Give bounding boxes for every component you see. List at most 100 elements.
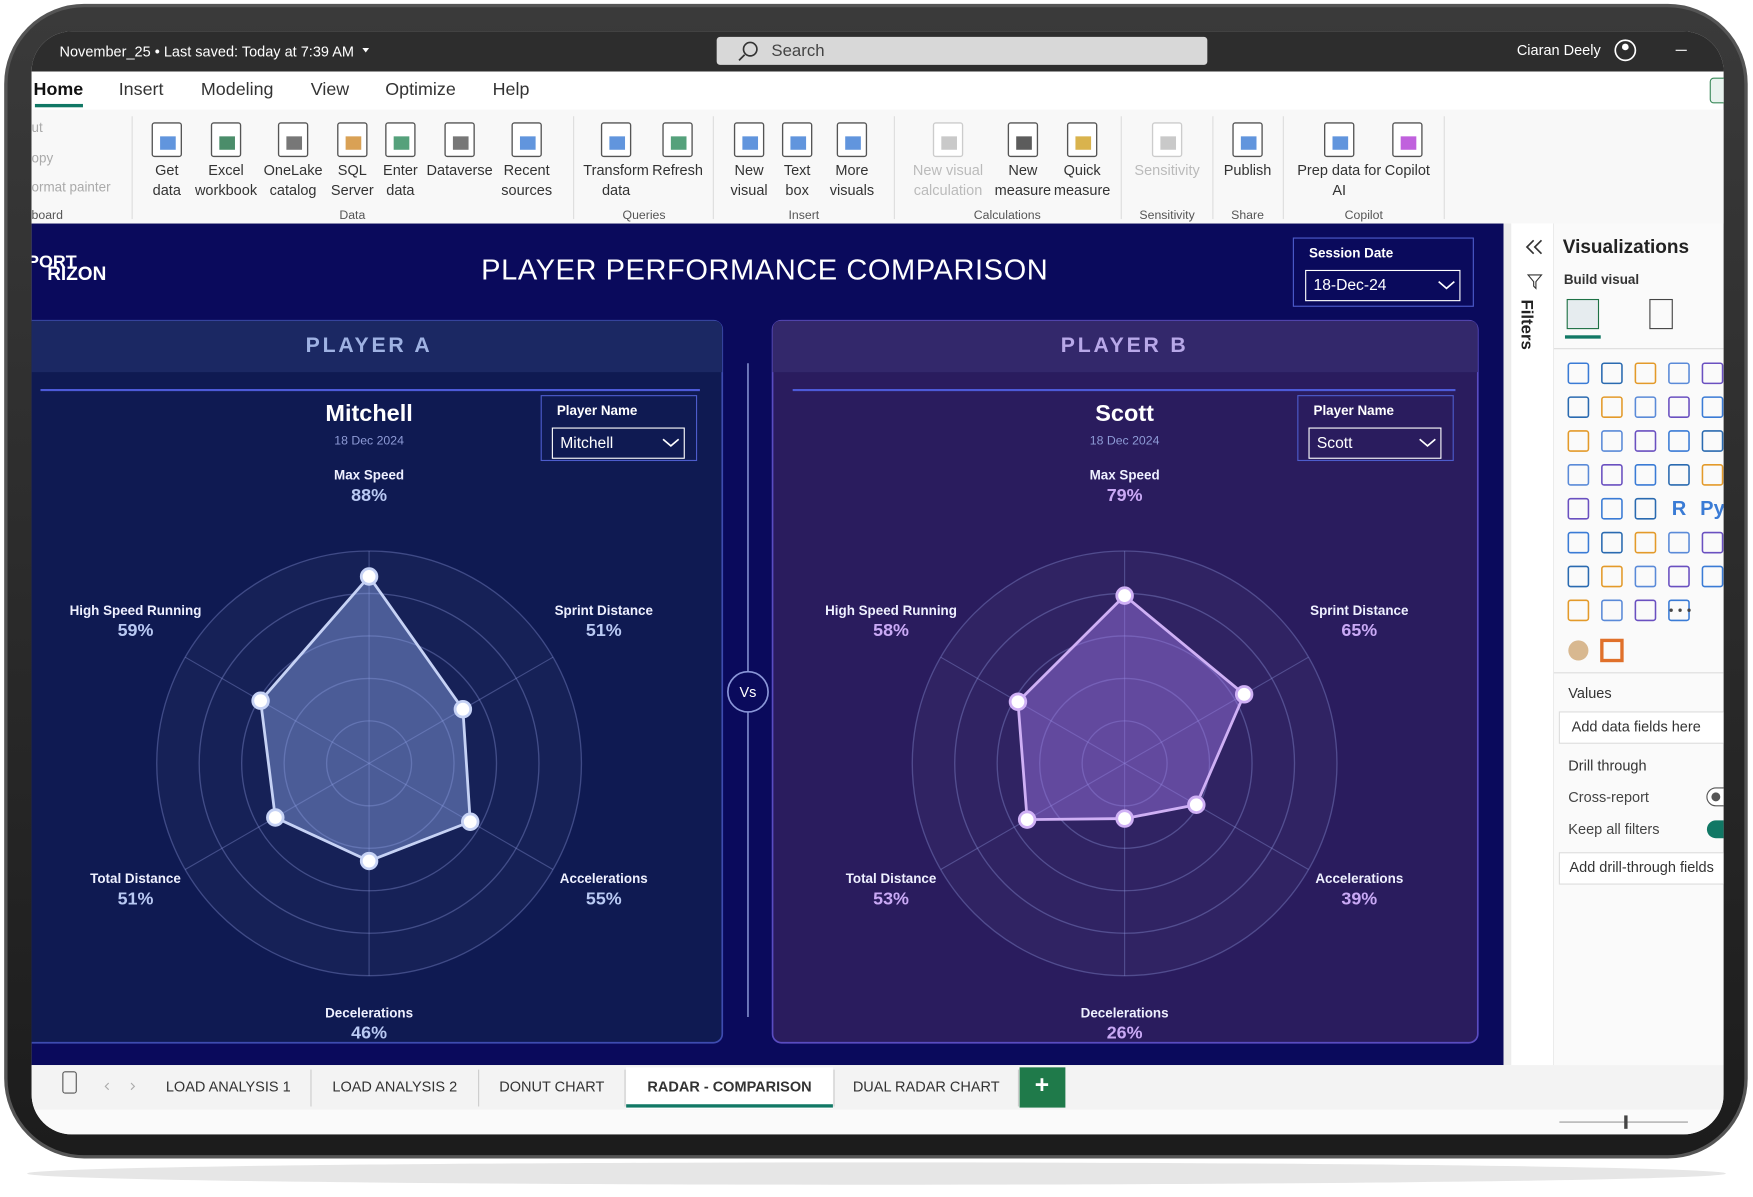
ribbon-button-label[interactable]: sources <box>501 183 552 199</box>
visual-type-icon[interactable] <box>1701 464 1724 486</box>
clipboard-item[interactable]: ut <box>32 120 43 135</box>
visual-type-icon[interactable] <box>1634 497 1657 520</box>
ribbon-button-label[interactable]: New <box>1008 163 1038 179</box>
visual-type-icon[interactable] <box>1600 638 1624 663</box>
ribbon-button-label[interactable]: AI <box>1332 183 1346 199</box>
ribbon-tab[interactable]: Help <box>493 79 530 99</box>
ribbon-button-label[interactable]: calculation <box>914 183 983 199</box>
visual-type-icon[interactable] <box>1668 430 1690 452</box>
ribbon-button-label[interactable]: Copilot <box>1385 163 1430 179</box>
page-tab[interactable] <box>479 1067 624 1109</box>
field-well[interactable] <box>1558 852 1727 885</box>
ribbon-button-label[interactable]: SQL <box>338 163 367 179</box>
visual-type-icon[interactable] <box>1568 640 1589 661</box>
filters-strip[interactable] <box>1511 223 1554 1066</box>
ribbon-button-label[interactable]: Publish <box>1224 163 1272 179</box>
toggle[interactable] <box>1706 787 1741 807</box>
visual-type-icon[interactable] <box>1567 464 1590 486</box>
visual-type-icon[interactable]: R <box>1672 498 1687 520</box>
build-icon[interactable] <box>1566 298 1600 330</box>
visual-type-icon[interactable] <box>1634 565 1657 588</box>
ribbon-button-label[interactable]: measure <box>1054 183 1110 199</box>
visual-type-icon[interactable] <box>1601 531 1623 554</box>
ribbon-button-label[interactable]: workbook <box>194 183 258 199</box>
ribbon-button-label[interactable]: Text <box>784 163 811 179</box>
visual-type-icon[interactable] <box>1634 396 1657 418</box>
visual-type-icon[interactable] <box>1567 430 1590 452</box>
ribbon-button-label[interactable]: data <box>602 183 631 199</box>
filters-label[interactable]: Filters <box>1517 300 1536 350</box>
visual-type-icon[interactable] <box>1601 599 1623 622</box>
visual-type-icon[interactable] <box>1634 531 1657 554</box>
visual-type-icon[interactable] <box>1634 430 1657 452</box>
add-page-button[interactable] <box>1019 1067 1066 1108</box>
visual-type-icon[interactable] <box>1601 497 1623 520</box>
player-slicer[interactable] <box>1297 395 1454 462</box>
clipboard-item[interactable]: ormat painter <box>32 179 112 194</box>
page-tab-label[interactable]: DONUT CHART <box>499 1079 604 1095</box>
ribbon-button-label[interactable]: visuals <box>830 183 874 199</box>
visual-type-icon[interactable] <box>1567 497 1590 520</box>
visual-type-icon[interactable] <box>1567 362 1590 385</box>
page-tab-label[interactable]: LOAD ANALYSIS 1 <box>166 1079 291 1095</box>
ribbon-button-label[interactable]: data <box>153 183 182 199</box>
visual-type-icon[interactable] <box>1634 362 1657 385</box>
clipboard-item[interactable]: opy <box>32 150 54 165</box>
page-tab[interactable] <box>146 1067 310 1109</box>
mobile-layout-icon[interactable] <box>62 1071 77 1094</box>
ribbon-tab[interactable]: Home <box>34 79 84 99</box>
ribbon-tab[interactable]: Optimize <box>385 79 456 99</box>
visual-type-icon[interactable] <box>1668 464 1690 486</box>
search-placeholder[interactable]: Search <box>771 41 824 60</box>
visual-type-icon[interactable] <box>1668 362 1690 385</box>
visual-type-icon[interactable] <box>1601 396 1623 418</box>
ribbon-button-label[interactable]: More <box>835 163 868 179</box>
visual-type-icon[interactable] <box>1701 362 1724 385</box>
ribbon-button-label[interactable]: Server <box>331 183 374 199</box>
visual-type-icon[interactable] <box>1567 599 1590 622</box>
collapse-icon[interactable] <box>1525 239 1543 255</box>
page-tab[interactable] <box>835 1067 1018 1109</box>
visual-type-icon[interactable] <box>1601 362 1623 385</box>
search-box[interactable] <box>716 36 1208 65</box>
visual-type-icon[interactable] <box>1701 430 1724 452</box>
visual-type-icon[interactable] <box>1601 430 1623 452</box>
visual-type-icon[interactable] <box>1601 565 1623 588</box>
session-slicer[interactable] <box>1292 237 1474 307</box>
visual-type-icon[interactable] <box>1601 464 1623 486</box>
player-slicer[interactable] <box>540 395 698 462</box>
visual-type-icon[interactable] <box>1668 565 1690 588</box>
page-tab-label[interactable]: RADAR - COMPARISON <box>647 1079 811 1095</box>
ribbon-button-label[interactable]: Enter <box>383 163 418 179</box>
ribbon-button-label[interactable]: Transform <box>583 163 649 179</box>
ribbon-button-label[interactable]: OneLake <box>264 163 323 179</box>
ribbon-tab[interactable]: Insert <box>119 79 164 99</box>
ribbon-button-label[interactable]: New <box>735 163 765 179</box>
slicer-dropdown[interactable] <box>1305 269 1461 302</box>
visual-type-icon[interactable] <box>1634 599 1657 622</box>
visual-type-icon[interactable] <box>1634 464 1657 486</box>
visual-type-icon[interactable] <box>1701 531 1724 554</box>
ribbon-button-label[interactable]: Quick <box>1064 163 1102 179</box>
page-tab[interactable] <box>312 1067 478 1109</box>
visual-type-icon[interactable] <box>1668 531 1690 554</box>
ribbon-tab[interactable]: View <box>311 79 350 99</box>
visual-type-icon[interactable] <box>1567 396 1590 418</box>
ribbon-button-label[interactable]: Sensitivity <box>1134 163 1200 179</box>
page-tab-label[interactable]: LOAD ANALYSIS 2 <box>332 1079 457 1095</box>
ribbon-button-label[interactable]: visual <box>731 183 768 199</box>
visual-type-icon[interactable] <box>1567 531 1590 554</box>
slicer-dropdown[interactable] <box>1308 427 1442 459</box>
slicer-dropdown[interactable] <box>551 427 685 459</box>
ribbon-button-label[interactable]: data <box>386 183 415 199</box>
visual-type-icon[interactable] <box>1701 565 1724 588</box>
ribbon-button-label[interactable]: Dataverse <box>427 163 493 179</box>
add-page-label[interactable]: + <box>1035 1072 1049 1099</box>
page-tab-label[interactable]: DUAL RADAR CHART <box>853 1079 1000 1095</box>
visual-type-icon[interactable] <box>1567 565 1590 588</box>
format-icon[interactable] <box>1649 298 1673 330</box>
visual-type-icon[interactable] <box>1668 396 1690 418</box>
ribbon-button-label[interactable]: Excel <box>208 163 243 179</box>
ribbon-button-label[interactable]: measure <box>995 183 1051 199</box>
ribbon-tab[interactable]: Modeling <box>201 79 274 99</box>
